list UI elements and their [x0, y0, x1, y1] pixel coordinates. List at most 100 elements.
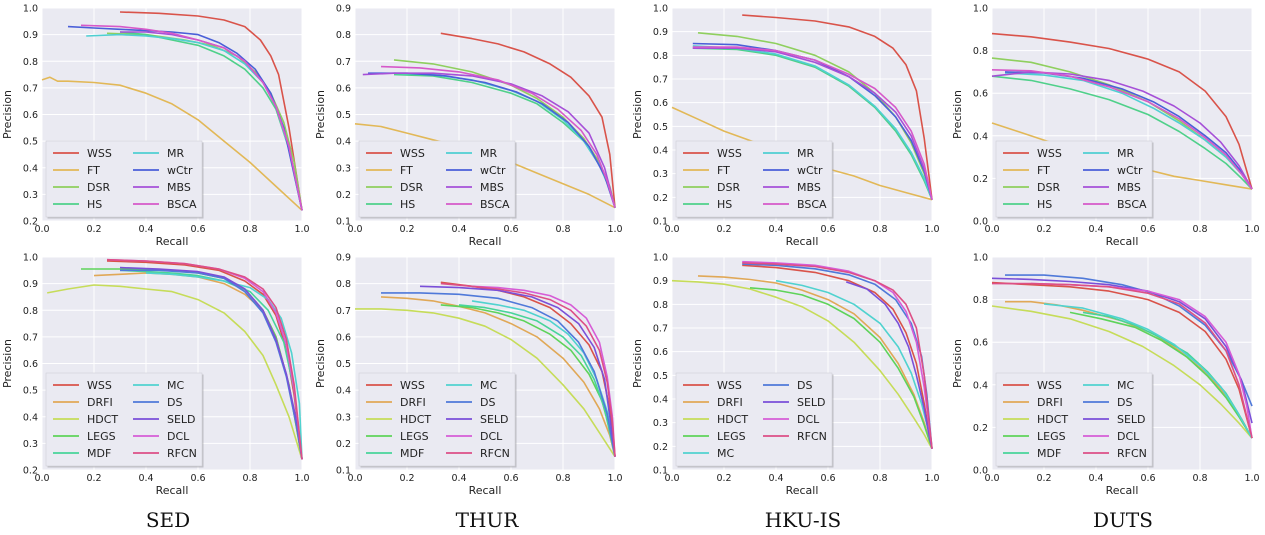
- y-tick-label: 0.6: [23, 110, 38, 121]
- series-line-wctr: [368, 72, 616, 208]
- series-line-wctr: [692, 42, 933, 200]
- legend-label: DCL: [797, 413, 820, 426]
- y-tick-label: 0.2: [973, 174, 988, 185]
- legend-label: FT: [400, 164, 413, 177]
- x-axis-label: Recall: [469, 484, 502, 497]
- series-line-wss: [440, 32, 616, 208]
- series-line-mbs: [362, 72, 616, 208]
- y-tick-label: 0.3: [336, 163, 351, 174]
- x-tick-label: 0.8: [872, 473, 887, 484]
- legend-label: MR: [167, 147, 184, 160]
- x-tick-label: 0.4: [768, 224, 783, 235]
- series-line-wss: [742, 14, 933, 200]
- y-tick-label: 0.5: [23, 137, 38, 148]
- series-line-ft: [41, 76, 303, 211]
- series-line-wss: [119, 11, 303, 211]
- legend-label: FT: [717, 164, 730, 177]
- x-tick-label: 0.0: [34, 473, 49, 484]
- legend-label: MC: [480, 379, 497, 392]
- y-tick-label: 0.8: [653, 300, 668, 311]
- x-tick-label: 0.2: [399, 473, 414, 484]
- legend: WSS DRFI HDCT LEGS MDF MC DS SELD DCL RFCN: [358, 372, 517, 468]
- legend-label: WSS: [717, 379, 742, 392]
- series-line-hs: [991, 75, 1253, 190]
- legend: WSS DRFI HDCT LEGS MDF MC DS SELD DCL RFCN: [45, 372, 204, 468]
- legend-label: MR: [797, 147, 814, 160]
- chart-panel-6: 0.0 0.2 0.4 0.6 0.8 1.0 0.1 0.2 0.3 0.4 0.5 0.6 0.7 0…: [631, 253, 940, 498]
- legend-label: DCL: [167, 430, 190, 443]
- chart-panel-3: 0.0 0.2 0.4 0.6 0.8 1.0 0.0 0.2 0.4 0.6 0.8 1.0 Reca…: [951, 4, 1260, 249]
- legend-label: MC: [1117, 379, 1134, 392]
- series-line-ds: [381, 292, 616, 457]
- series-line-mdf: [458, 304, 616, 457]
- legend-label: LEGS: [87, 430, 116, 443]
- x-tick-label: 0.2: [1036, 473, 1051, 484]
- y-tick-label: 0.4: [23, 163, 38, 174]
- y-tick-label: 0.6: [23, 359, 38, 370]
- x-tick-label: 0.4: [768, 473, 783, 484]
- legend-label: LEGS: [400, 430, 429, 443]
- series-line-seld: [845, 281, 933, 449]
- series-line-legs: [1069, 311, 1253, 439]
- y-tick-label: 0.4: [336, 386, 351, 397]
- y-tick-label: 0.7: [23, 332, 38, 343]
- y-tick-label: 0.4: [973, 380, 988, 391]
- chart-panel-1: 0.0 0.2 0.4 0.6 0.8 1.0 0.1 0.2 0.3 0.4 0.5 0.6 0.7 0…: [314, 4, 623, 249]
- y-tick-label: 0.8: [336, 30, 351, 41]
- x-tick-label: 1.0: [924, 224, 939, 235]
- x-axis-label: Recall: [1106, 484, 1139, 497]
- y-axis-label: Precision: [314, 339, 327, 388]
- y-tick-label: 0.3: [653, 169, 668, 180]
- legend-label: RFCN: [797, 430, 827, 443]
- x-tick-label: 0.8: [555, 224, 570, 235]
- x-tick-label: 0.4: [451, 473, 466, 484]
- chart-panel-0: 0.0 0.2 0.4 0.6 0.8 1.00.20.30.40.50.60.70.80…: [1, 4, 310, 249]
- series-line-bsca: [80, 24, 303, 211]
- series-line-seld: [419, 285, 616, 457]
- y-tick-label: 0.1: [653, 217, 668, 228]
- legend-label: HS: [1037, 198, 1052, 211]
- x-tick-label: 0.8: [1192, 224, 1207, 235]
- legend-label: HS: [87, 198, 102, 211]
- legend-label: RFCN: [1117, 447, 1147, 460]
- y-tick-label: 0.9: [336, 253, 351, 264]
- legend-label: DS: [167, 396, 182, 409]
- series-line-drfi: [380, 296, 616, 457]
- series-line-legs: [749, 287, 933, 449]
- series-line-hs: [692, 47, 933, 201]
- x-axis-label: Recall: [786, 235, 819, 248]
- caption-thur: THUR: [455, 508, 519, 532]
- x-axis-label: Recall: [156, 484, 189, 497]
- y-tick-label: 0.7: [336, 306, 351, 317]
- y-tick-label: 0.7: [653, 75, 668, 86]
- legend-label: MDF: [1037, 447, 1061, 460]
- y-tick-label: 0.8: [973, 295, 988, 306]
- y-tick-label: 0.4: [336, 137, 351, 148]
- x-tick-label: 0.0: [984, 224, 999, 235]
- series-line-wss: [991, 32, 1253, 190]
- y-tick-label: 1.0: [973, 253, 988, 264]
- x-tick-label: 0.6: [503, 473, 518, 484]
- series-line-ds: [120, 269, 303, 460]
- legend-label: MC: [167, 379, 184, 392]
- legend: WSS DRFI HDCT LEGS MC DS SELD DCL RFCN: [675, 372, 834, 468]
- x-tick-label: 1.0: [294, 473, 309, 484]
- x-tick-label: 0.8: [242, 224, 257, 235]
- x-tick-label: 0.8: [1192, 473, 1207, 484]
- legend-label: WSS: [87, 147, 112, 160]
- x-axis-label: Recall: [469, 235, 502, 248]
- y-tick-label: 0.6: [973, 338, 988, 349]
- legend-label: MBS: [1117, 181, 1141, 194]
- y-tick-label: 0.4: [653, 395, 668, 406]
- y-tick-label: 0.9: [23, 279, 38, 290]
- legend-label: LEGS: [1037, 430, 1066, 443]
- y-tick-label: 0.8: [336, 279, 351, 290]
- legend-label: SELD: [480, 413, 509, 426]
- legend-label: BSCA: [167, 198, 197, 211]
- series-line-hdct: [47, 284, 303, 460]
- caption-duts: DUTS: [1093, 508, 1153, 532]
- legend-label: WSS: [717, 147, 742, 160]
- series-line-bsca: [692, 46, 933, 200]
- x-tick-label: 0.0: [34, 224, 49, 235]
- legend-label: DRFI: [717, 396, 743, 409]
